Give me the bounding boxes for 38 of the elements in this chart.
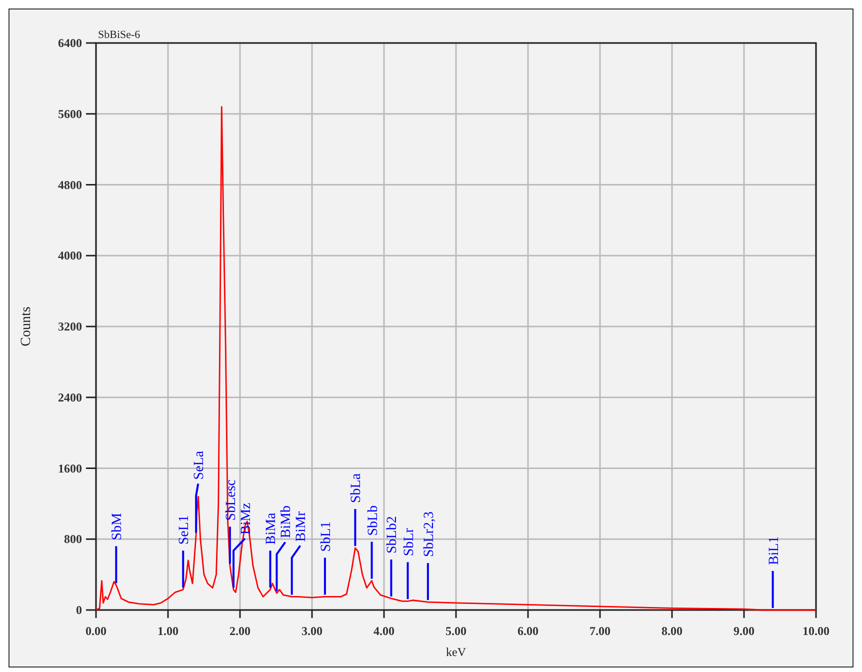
annotation: SbLa xyxy=(349,472,364,503)
annotation: SbLr xyxy=(402,528,417,556)
y-tick-label: 1600 xyxy=(58,461,82,476)
x-tick-label: 5.00 xyxy=(446,624,466,638)
y-tick-label: 4800 xyxy=(58,178,82,192)
x-tick-label: 2.00 xyxy=(230,624,250,638)
chart-title: SbBiSe-6 xyxy=(98,29,141,41)
y-tick-label: 0 xyxy=(76,603,82,617)
y-axis-title: Counts xyxy=(19,306,34,346)
y-tick-label: 800 xyxy=(64,532,82,546)
annotation: SbLr2,3 xyxy=(422,512,437,558)
y-tick-label: 6400 xyxy=(58,36,82,50)
annotation: BiMr xyxy=(294,511,310,542)
x-tick-label: 6.00 xyxy=(518,624,538,638)
annotation: SbM xyxy=(110,512,126,540)
annotation: BiMb xyxy=(279,505,294,538)
annotation: BiMa xyxy=(264,512,280,545)
x-tick-label: 4.00 xyxy=(374,624,394,638)
x-tick-label: 7.00 xyxy=(590,624,610,638)
x-axis-title: keV xyxy=(446,645,466,659)
annotation: SbLb2 xyxy=(385,516,400,554)
annotation: BiL1 xyxy=(766,536,782,565)
x-tick-label: 8.00 xyxy=(662,624,682,638)
annotation: BiMz xyxy=(238,502,254,535)
annotation: SeL1 xyxy=(177,515,192,545)
y-tick-label: 2400 xyxy=(58,390,82,404)
x-tick-label: 9.00 xyxy=(734,624,754,638)
y-tick-label: 4000 xyxy=(58,248,82,263)
annotation: SbL1 xyxy=(318,521,334,552)
annotation: SeLa xyxy=(192,450,208,480)
annotation: SbLesc xyxy=(224,479,239,521)
annotation: SbLb xyxy=(366,505,381,536)
y-tick-label: 5600 xyxy=(58,106,82,121)
x-tick-label: 10.00 xyxy=(802,624,830,638)
x-tick-label: 1.00 xyxy=(158,624,178,638)
x-tick-label: 0.00 xyxy=(86,624,106,638)
x-tick-label: 3.00 xyxy=(302,624,322,638)
y-tick-label: 3200 xyxy=(58,320,82,334)
